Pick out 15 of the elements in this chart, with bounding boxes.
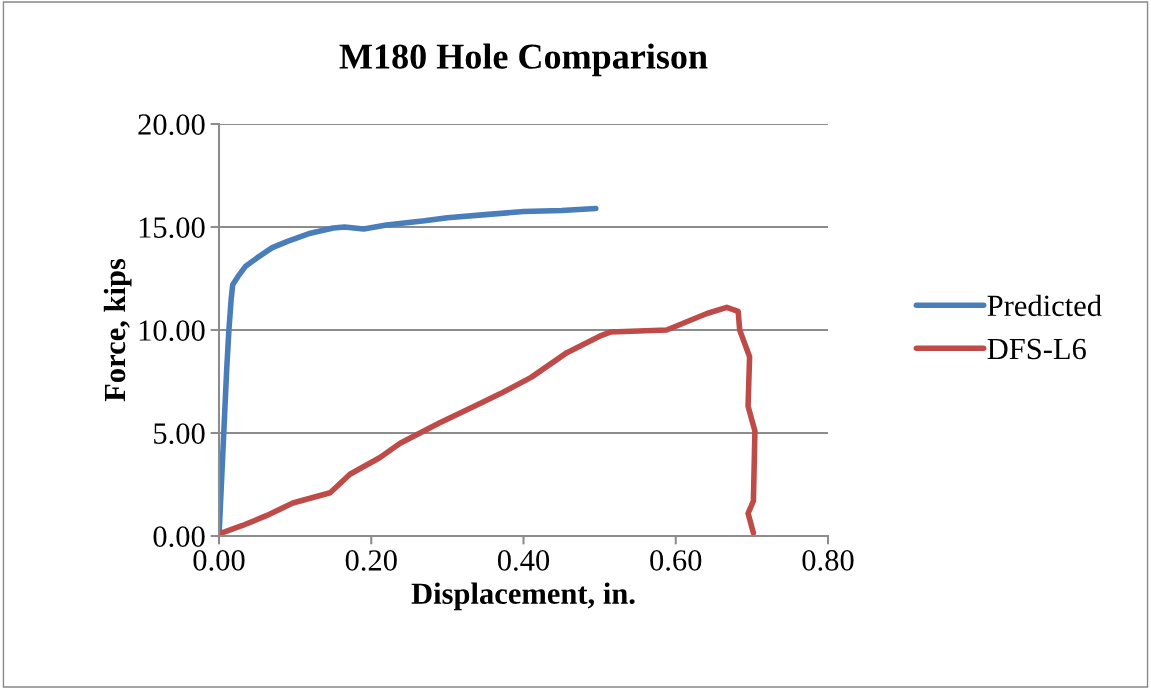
x-tick-label: 0.00 — [193, 550, 245, 571]
x-tick-label: 0.40 — [497, 550, 550, 571]
legend-label: DFS-L6 — [987, 338, 1086, 360]
chart-title: M180 Hole Comparison — [339, 43, 708, 77]
x-tick-label: 0.80 — [802, 550, 854, 571]
y-tick-label: 10.00 — [139, 320, 205, 342]
y-tick-label: 5.00 — [154, 423, 205, 445]
x-axis-title: Displacement, in. — [411, 582, 635, 611]
y-tick-label: 20.00 — [138, 114, 205, 136]
x-tick-label: 0.20 — [345, 550, 397, 571]
y-axis-title: Force, kips — [103, 258, 132, 402]
x-tick-label: 0.60 — [650, 550, 702, 571]
y-tick-label: 15.00 — [139, 217, 205, 239]
y-tick-label: 0.00 — [153, 526, 205, 548]
legend-label: Predicted — [987, 294, 1102, 317]
